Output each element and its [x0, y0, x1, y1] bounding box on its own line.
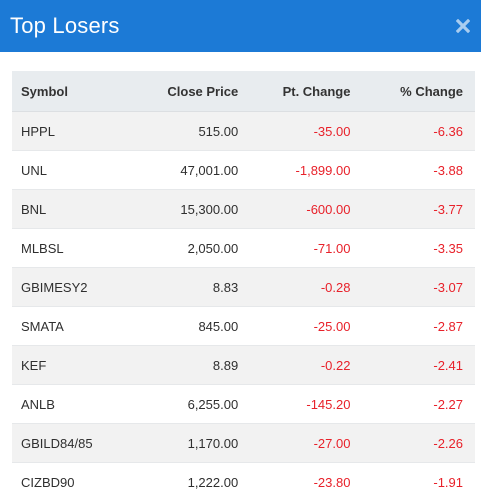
pct-change-cell: -1.91	[350, 462, 475, 496]
pct-change-cell: -3.77	[350, 189, 475, 229]
pt-change-cell: -25.00	[238, 306, 351, 346]
pct-change-cell: -3.35	[350, 228, 475, 268]
modal-body: Symbol Close Price Pt. Change % Change H…	[0, 52, 481, 496]
pct-change-cell: -3.88	[350, 150, 475, 190]
table-row: SMATA 845.00 -25.00 -2.87	[12, 306, 475, 346]
close-price-cell: 515.00	[136, 111, 239, 151]
table-header: Symbol Close Price Pt. Change % Change	[12, 71, 475, 112]
table-row: CIZBD90 1,222.00 -23.80 -1.91	[12, 462, 475, 496]
symbol-cell: GBIMESY2	[12, 267, 137, 307]
table-row: ANLB 6,255.00 -145.20 -2.27	[12, 384, 475, 424]
pt-change-cell: -600.00	[238, 189, 351, 229]
table-body: HPPL 515.00 -35.00 -6.36 UNL 47,001.00 -…	[12, 111, 475, 496]
close-price-cell: 47,001.00	[136, 150, 239, 190]
close-price-cell: 6,255.00	[136, 384, 239, 424]
table-row: UNL 47,001.00 -1,899.00 -3.88	[12, 150, 475, 190]
symbol-cell: ANLB	[12, 384, 137, 424]
symbol-cell: CIZBD90	[12, 462, 137, 496]
symbol-cell: MLBSL	[12, 228, 137, 268]
table-row: KEF 8.89 -0.22 -2.41	[12, 345, 475, 385]
pt-change-cell: -0.28	[238, 267, 351, 307]
close-price-cell: 15,300.00	[136, 189, 239, 229]
symbol-cell: BNL	[12, 189, 137, 229]
pct-change-cell: -2.26	[350, 423, 475, 463]
close-button[interactable]	[445, 0, 481, 52]
pt-change-cell: -1,899.00	[238, 150, 351, 190]
column-header-close-price[interactable]: Close Price	[136, 71, 239, 112]
close-price-cell: 845.00	[136, 306, 239, 346]
symbol-cell: SMATA	[12, 306, 137, 346]
symbol-cell: KEF	[12, 345, 137, 385]
table-row: MLBSL 2,050.00 -71.00 -3.35	[12, 228, 475, 268]
modal-title: Top Losers	[10, 13, 120, 38]
column-header-pt-change[interactable]: Pt. Change	[238, 71, 351, 112]
table-row: GBILD84/85 1,170.00 -27.00 -2.26	[12, 423, 475, 463]
header-row: Symbol Close Price Pt. Change % Change	[12, 71, 475, 112]
table-row: GBIMESY2 8.83 -0.28 -3.07	[12, 267, 475, 307]
close-price-cell: 1,222.00	[136, 462, 239, 496]
pt-change-cell: -0.22	[238, 345, 351, 385]
symbol-cell: UNL	[12, 150, 137, 190]
pct-change-cell: -6.36	[350, 111, 475, 151]
close-price-cell: 8.83	[136, 267, 239, 307]
table-row: BNL 15,300.00 -600.00 -3.77	[12, 189, 475, 229]
pt-change-cell: -35.00	[238, 111, 351, 151]
column-header-pct-change[interactable]: % Change	[350, 71, 475, 112]
column-header-symbol[interactable]: Symbol	[12, 71, 137, 112]
close-price-cell: 1,170.00	[136, 423, 239, 463]
pct-change-cell: -2.41	[350, 345, 475, 385]
close-icon	[456, 19, 470, 33]
pct-change-cell: -2.27	[350, 384, 475, 424]
modal-header: Top Losers	[0, 0, 481, 52]
losers-table: Symbol Close Price Pt. Change % Change H…	[12, 71, 475, 496]
pt-change-cell: -23.80	[238, 462, 351, 496]
table-row: HPPL 515.00 -35.00 -6.36	[12, 111, 475, 151]
pt-change-cell: -145.20	[238, 384, 351, 424]
symbol-cell: GBILD84/85	[12, 423, 137, 463]
pct-change-cell: -2.87	[350, 306, 475, 346]
close-price-cell: 8.89	[136, 345, 239, 385]
pct-change-cell: -3.07	[350, 267, 475, 307]
close-price-cell: 2,050.00	[136, 228, 239, 268]
pt-change-cell: -27.00	[238, 423, 351, 463]
pt-change-cell: -71.00	[238, 228, 351, 268]
symbol-cell: HPPL	[12, 111, 137, 151]
